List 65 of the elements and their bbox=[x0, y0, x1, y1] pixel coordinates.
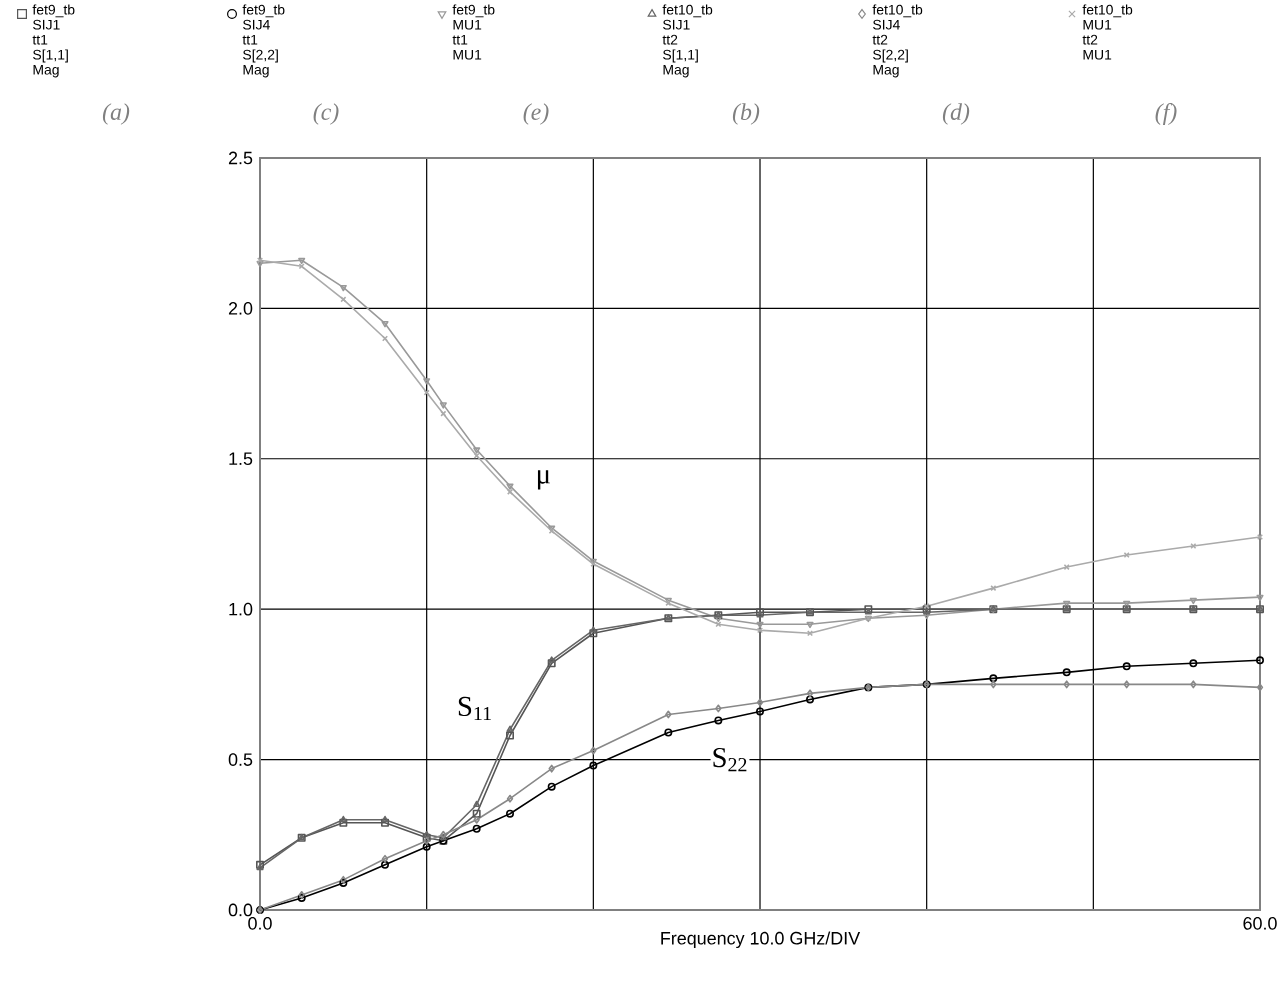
point bbox=[1189, 659, 1198, 668]
point bbox=[806, 621, 814, 629]
point bbox=[340, 296, 347, 303]
point bbox=[506, 809, 514, 818]
point bbox=[547, 782, 556, 791]
point bbox=[714, 716, 723, 725]
y-tick-label: 0.0 bbox=[228, 903, 253, 917]
point bbox=[756, 698, 764, 707]
point bbox=[589, 626, 597, 633]
point bbox=[665, 710, 672, 719]
point bbox=[506, 794, 514, 803]
point bbox=[990, 680, 997, 689]
x-axis-title: Frequency 10.0 GHz/DIV bbox=[661, 931, 861, 949]
point bbox=[1062, 668, 1071, 677]
point bbox=[506, 483, 514, 490]
point bbox=[381, 854, 389, 863]
point bbox=[298, 263, 305, 270]
point bbox=[472, 809, 481, 818]
point bbox=[473, 447, 481, 454]
point bbox=[756, 707, 764, 716]
point bbox=[472, 824, 481, 833]
y-tick-label: 1.0 bbox=[229, 602, 253, 616]
point bbox=[589, 761, 598, 770]
point bbox=[806, 689, 814, 698]
point bbox=[381, 321, 389, 328]
point bbox=[989, 674, 998, 683]
point bbox=[1123, 680, 1130, 689]
point bbox=[440, 410, 447, 417]
point bbox=[439, 402, 447, 409]
point bbox=[1122, 662, 1131, 671]
point bbox=[473, 452, 480, 459]
text: (d) bbox=[942, 103, 970, 125]
text: (a) bbox=[102, 103, 130, 125]
point bbox=[664, 728, 673, 737]
y-tick-label: 1.5 bbox=[229, 452, 253, 466]
point bbox=[473, 815, 480, 824]
x-tick-label: 60.0 bbox=[1243, 917, 1277, 930]
point bbox=[547, 659, 556, 668]
y-tick-label: 2.5 bbox=[228, 151, 253, 165]
point bbox=[548, 656, 556, 663]
point bbox=[381, 860, 389, 869]
point bbox=[589, 629, 598, 638]
text: (f) bbox=[1155, 103, 1177, 125]
y-tick-label: 0.5 bbox=[228, 753, 253, 766]
annotation: μ bbox=[537, 470, 550, 490]
point bbox=[1190, 680, 1197, 689]
point bbox=[473, 800, 481, 808]
annotation: S$_{11}$ bbox=[458, 696, 491, 721]
point bbox=[506, 725, 514, 732]
point bbox=[715, 704, 722, 713]
point bbox=[756, 621, 764, 629]
point bbox=[423, 389, 430, 396]
point bbox=[806, 695, 814, 704]
point bbox=[590, 746, 597, 755]
text: (e) bbox=[523, 103, 549, 125]
y-tick-label: 2.0 bbox=[228, 302, 253, 315]
point bbox=[1063, 680, 1070, 689]
point bbox=[339, 284, 347, 292]
point bbox=[548, 764, 555, 773]
text: (b) bbox=[732, 103, 760, 125]
point bbox=[423, 378, 431, 385]
point bbox=[422, 842, 431, 851]
text: (c) bbox=[313, 103, 339, 125]
annotation: S$_{22}$ bbox=[713, 747, 747, 772]
point bbox=[506, 731, 514, 740]
